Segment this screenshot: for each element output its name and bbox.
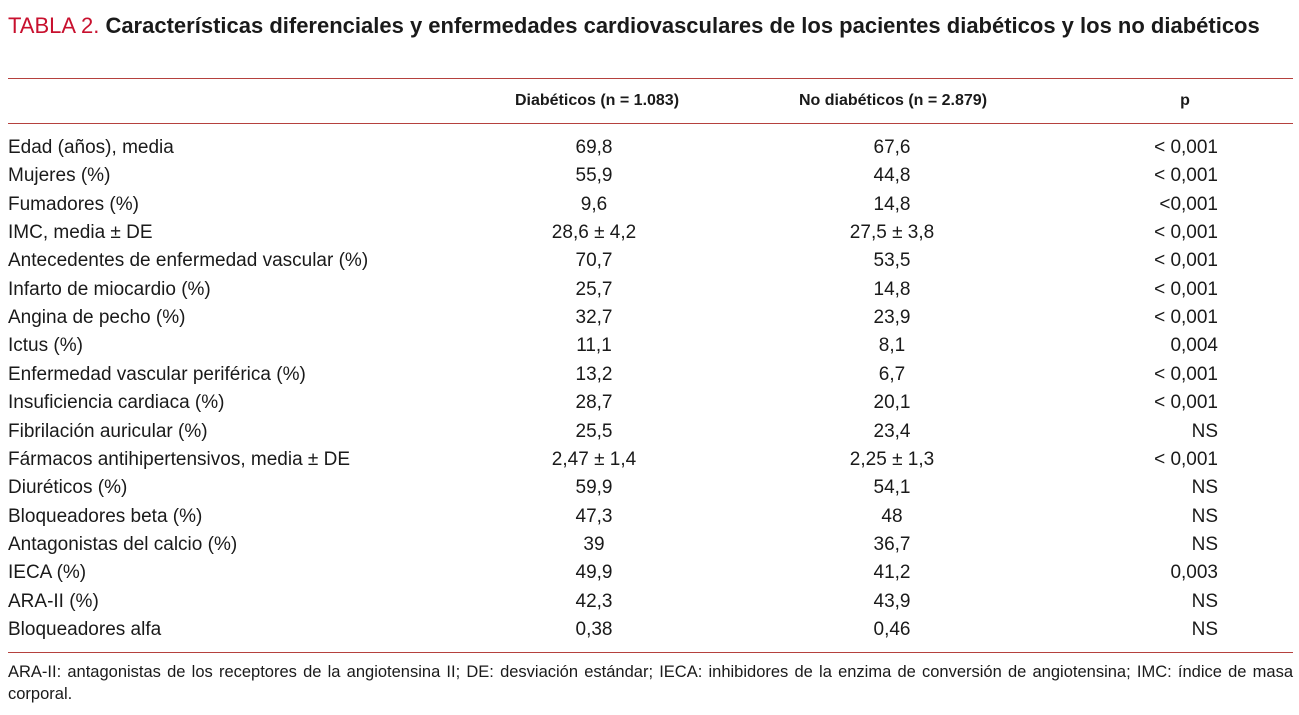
row-label: Edad (años), media (8, 137, 174, 158)
table-cell: < 0,001 (1154, 392, 1218, 414)
column-header: No diabéticos (n = 2.879) (798, 92, 988, 109)
rule (8, 123, 1293, 124)
table-cell: 49,9 (575, 562, 613, 584)
table-cell: 32,7 (575, 307, 613, 329)
table-cell: < 0,001 (1154, 222, 1218, 244)
table-cell: 2,47 ± 1,4 (551, 448, 637, 470)
rule (8, 78, 1293, 79)
table-cell: 14,8 (873, 278, 911, 300)
table-label: TABLA 2. (8, 13, 100, 38)
table-cell: 2,25 ± 1,3 (849, 448, 935, 470)
table-cell: 28,7 (575, 392, 613, 414)
table-cell: < 0,001 (1154, 278, 1218, 300)
table-cell: 44,8 (873, 165, 911, 187)
table-cell: NS (1191, 533, 1218, 555)
table-cell: NS (1191, 477, 1218, 499)
table-cell: 0,46 (873, 618, 911, 640)
row-label: IMC, media ± DE (8, 222, 153, 244)
footnote: ARA-II: antagonistas de los receptores d… (8, 663, 1293, 703)
table-cell: 42,3 (575, 590, 613, 612)
table-cell: 23,9 (873, 307, 911, 329)
table-cell: < 0,001 (1154, 363, 1218, 385)
table-cell: 11,1 (576, 335, 612, 357)
table-cell: 70,7 (575, 250, 613, 272)
table-cell: < 0,001 (1154, 137, 1218, 158)
rule (8, 652, 1293, 653)
table-cell: < 0,001 (1154, 250, 1218, 272)
table-cell: 23,4 (873, 420, 911, 442)
column-header: Diabéticos (n = 1.083) (514, 92, 680, 109)
table-cell: < 0,001 (1154, 165, 1218, 187)
row-label: Antagonistas del calcio (%) (8, 533, 238, 555)
table-cell: 43,9 (873, 590, 911, 612)
table-cell: 14,8 (873, 193, 911, 215)
table-cell: < 0,001 (1154, 448, 1218, 470)
table-cell: 25,7 (575, 278, 613, 300)
table-cell: 20,1 (873, 392, 911, 414)
table-cell: 36,7 (873, 533, 911, 555)
table-cell: 48 (881, 505, 903, 527)
row-label: IECA (%) (8, 562, 87, 584)
row-label: Diuréticos (%) (8, 477, 128, 499)
row-label: Fibrilación auricular (%) (8, 420, 208, 442)
table-cell: NS (1191, 505, 1218, 527)
row-label: Bloqueadores beta (%) (8, 505, 203, 527)
row-label: Enfermedad vascular periférica (%) (8, 363, 306, 385)
table-cell: <0,001 (1159, 193, 1218, 215)
table-cell: NS (1191, 420, 1218, 442)
table-cell: < 0,001 (1154, 307, 1218, 329)
row-label: ARA-II (%) (8, 590, 99, 612)
table-title: TABLA 2. Características diferenciales y… (8, 10, 1288, 41)
row-label: Insuficiencia cardiaca (%) (8, 392, 225, 414)
table-cell: 28,6 ± 4,2 (551, 222, 637, 244)
table-cell: 53,5 (873, 250, 911, 272)
table-cell: 0,004 (1170, 335, 1218, 357)
column-header: p (1180, 92, 1190, 109)
row-label: Fármacos antihipertensivos, media ± DE (8, 448, 351, 470)
table-cell: NS (1191, 590, 1218, 612)
row-label: Bloqueadores alfa (8, 618, 162, 640)
row-label: Antecedentes de enfermedad vascular (%) (8, 250, 369, 272)
row-label: Mujeres (%) (8, 165, 111, 187)
table-cell: 39 (583, 533, 605, 555)
table-cell: 41,2 (873, 562, 911, 584)
table-cell: 0,38 (575, 618, 613, 640)
table-cell: 25,5 (575, 420, 613, 442)
table-cell: 69,8 (575, 137, 613, 158)
table-cell: 47,3 (575, 505, 613, 527)
table-cell: NS (1191, 618, 1218, 640)
table-cell: 6,7 (878, 363, 906, 385)
row-label: Ictus (%) (8, 335, 83, 357)
row-label: Infarto de miocardio (%) (8, 278, 211, 300)
table-cell: 0,003 (1170, 562, 1218, 584)
table-cell: 55,9 (575, 165, 613, 187)
table-cell: 27,5 ± 3,8 (849, 222, 935, 244)
table-cell: 9,6 (580, 193, 608, 215)
row-label: Angina de pecho (%) (8, 307, 186, 329)
table-cell: 54,1 (873, 477, 911, 499)
table-cell: 59,9 (575, 477, 613, 499)
table-cell: 13,2 (575, 363, 613, 385)
table-cell: 8,1 (878, 335, 906, 357)
row-label: Fumadores (%) (8, 193, 139, 215)
title-text: Características diferenciales y enfermed… (105, 13, 1260, 38)
table-cell: 67,6 (873, 137, 911, 158)
